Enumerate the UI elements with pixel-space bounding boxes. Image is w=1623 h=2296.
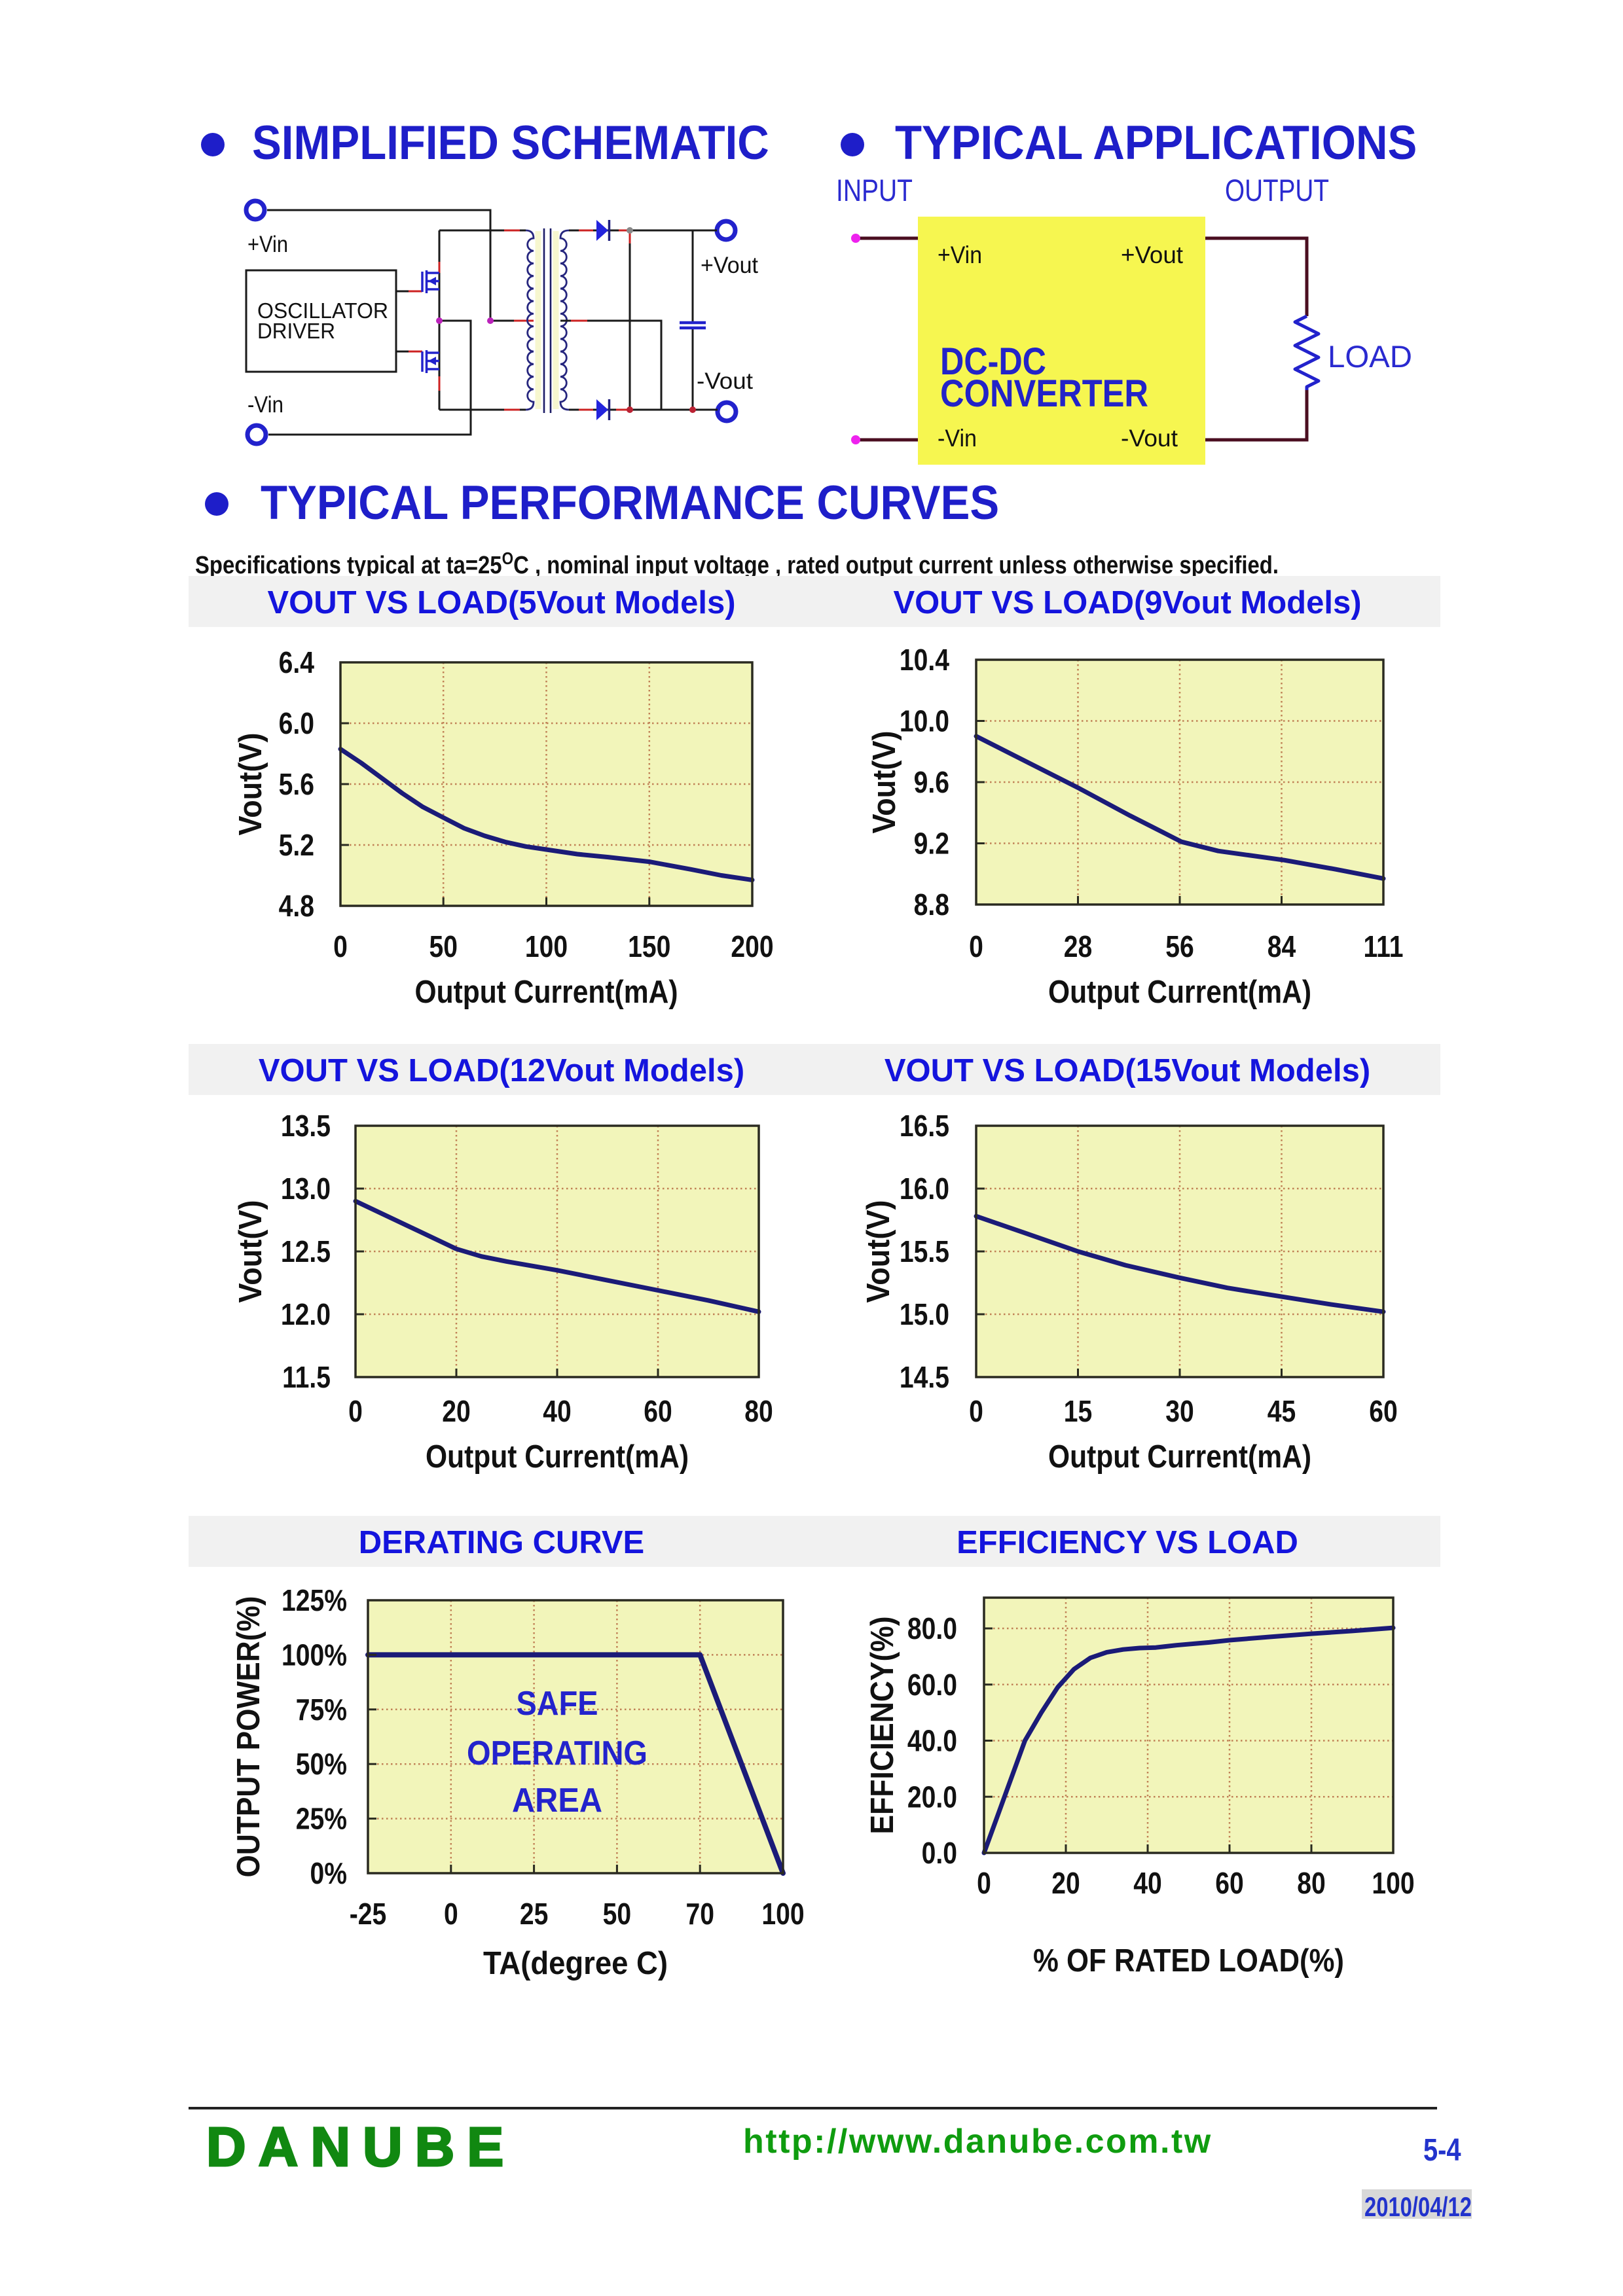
svg-text:13.0: 13.0 <box>281 1172 331 1206</box>
svg-text:5.2: 5.2 <box>279 829 314 863</box>
svg-text:16.5: 16.5 <box>900 1109 949 1143</box>
svg-text:20: 20 <box>1051 1867 1080 1901</box>
svg-text:25: 25 <box>520 1897 548 1931</box>
svg-text:50: 50 <box>603 1897 631 1931</box>
svg-text:Output Current(mA): Output Current(mA) <box>415 975 678 1010</box>
svg-text:OSCILLATOR: OSCILLATOR <box>257 298 388 323</box>
svg-text:80.0: 80.0 <box>907 1612 957 1646</box>
svg-text:10.0: 10.0 <box>900 705 949 739</box>
svg-text:60.0: 60.0 <box>907 1668 957 1702</box>
svg-text:DC-DC: DC-DC <box>940 340 1046 383</box>
svg-text:0: 0 <box>444 1897 458 1931</box>
svg-text:80: 80 <box>1297 1867 1325 1901</box>
svg-text:-Vin: -Vin <box>247 392 283 418</box>
svg-text:125%: 125% <box>282 1584 347 1618</box>
svg-text:Vout(V): Vout(V) <box>861 1200 896 1303</box>
svg-text:OUTPUT: OUTPUT <box>1225 173 1329 207</box>
svg-text:Output Current(mA): Output Current(mA) <box>1048 975 1311 1010</box>
svg-text:9.2: 9.2 <box>914 827 949 861</box>
svg-text:SAFE: SAFE <box>517 1685 598 1723</box>
svg-text:EFFICIENCY(%): EFFICIENCY(%) <box>865 1617 900 1835</box>
svg-text:INPUT: INPUT <box>836 173 913 207</box>
svg-text:100: 100 <box>525 930 568 964</box>
svg-text:Vout(V): Vout(V) <box>233 1200 268 1303</box>
svg-text:-Vout: -Vout <box>1121 425 1178 452</box>
svg-text:% OF RATED LOAD(%): % OF RATED LOAD(%) <box>1033 1943 1344 1979</box>
svg-text:0: 0 <box>977 1867 991 1901</box>
svg-text:0: 0 <box>333 930 348 964</box>
svg-text:LOAD: LOAD <box>1328 339 1412 374</box>
svg-text:16.0: 16.0 <box>900 1172 949 1206</box>
svg-text:0.0: 0.0 <box>922 1837 957 1871</box>
svg-text:TA(degree C): TA(degree C) <box>483 1946 668 1981</box>
svg-text:5.6: 5.6 <box>279 768 314 802</box>
svg-text:50%: 50% <box>296 1748 347 1782</box>
svg-text:0: 0 <box>969 1395 983 1429</box>
svg-text:CONVERTER: CONVERTER <box>940 372 1148 415</box>
svg-text:40.0: 40.0 <box>907 1725 957 1759</box>
svg-text:30: 30 <box>1165 1395 1194 1429</box>
svg-text:25%: 25% <box>296 1803 347 1837</box>
svg-text:12.0: 12.0 <box>281 1298 331 1332</box>
svg-text:AREA: AREA <box>512 1782 602 1820</box>
svg-text:200: 200 <box>731 930 773 964</box>
svg-text:70: 70 <box>685 1897 714 1931</box>
svg-text:0: 0 <box>348 1395 363 1429</box>
svg-text:56: 56 <box>1165 930 1194 964</box>
svg-text:40: 40 <box>543 1395 571 1429</box>
svg-text:75%: 75% <box>296 1693 347 1727</box>
svg-text:60: 60 <box>1215 1867 1243 1901</box>
svg-text:6.0: 6.0 <box>279 707 314 741</box>
svg-text:9.6: 9.6 <box>914 766 949 800</box>
svg-text:11.5: 11.5 <box>282 1361 331 1395</box>
svg-text:+Vin: +Vin <box>247 232 288 257</box>
svg-text:0: 0 <box>969 930 983 964</box>
svg-text:OPERATING: OPERATING <box>467 1734 647 1772</box>
svg-text:Vout(V): Vout(V) <box>867 731 902 834</box>
svg-text:100: 100 <box>1372 1867 1414 1901</box>
svg-text:20: 20 <box>442 1395 470 1429</box>
svg-text:60: 60 <box>644 1395 672 1429</box>
svg-text:OUTPUT POWER(%): OUTPUT POWER(%) <box>231 1596 266 1878</box>
svg-text:100%: 100% <box>282 1638 347 1672</box>
svg-text:45: 45 <box>1267 1395 1296 1429</box>
svg-text:20.0: 20.0 <box>907 1780 957 1814</box>
svg-text:8.8: 8.8 <box>914 888 949 922</box>
svg-text:40: 40 <box>1133 1867 1161 1901</box>
svg-text:4.8: 4.8 <box>279 889 314 924</box>
svg-text:0%: 0% <box>310 1857 347 1891</box>
svg-text:-Vout: -Vout <box>697 368 753 394</box>
svg-text:Output Current(mA): Output Current(mA) <box>1048 1439 1311 1475</box>
svg-text:Vout(V): Vout(V) <box>233 733 268 836</box>
svg-text:84: 84 <box>1267 930 1296 964</box>
svg-text:60: 60 <box>1369 1395 1397 1429</box>
svg-text:15.0: 15.0 <box>900 1298 949 1332</box>
svg-text:111: 111 <box>1364 930 1404 964</box>
svg-text:14.5: 14.5 <box>900 1361 949 1395</box>
svg-text:80: 80 <box>744 1395 773 1429</box>
svg-text:13.5: 13.5 <box>281 1109 331 1143</box>
svg-text:-Vin: -Vin <box>938 425 977 452</box>
svg-text:28: 28 <box>1064 930 1092 964</box>
svg-text:+Vout: +Vout <box>701 253 758 278</box>
svg-text:15: 15 <box>1064 1395 1092 1429</box>
svg-text:Output Current(mA): Output Current(mA) <box>426 1439 689 1475</box>
svg-text:6.4: 6.4 <box>279 646 315 680</box>
svg-text:150: 150 <box>628 930 670 964</box>
svg-text:+Vout: +Vout <box>1121 242 1184 268</box>
svg-text:-25: -25 <box>350 1897 387 1931</box>
svg-text:15.5: 15.5 <box>900 1235 949 1269</box>
svg-text:50: 50 <box>429 930 458 964</box>
svg-text:10.4: 10.4 <box>900 643 949 677</box>
svg-text:12.5: 12.5 <box>281 1235 331 1269</box>
svg-text:100: 100 <box>761 1897 804 1931</box>
svg-text:+Vin: +Vin <box>938 242 982 268</box>
svg-text:DRIVER: DRIVER <box>257 319 335 343</box>
